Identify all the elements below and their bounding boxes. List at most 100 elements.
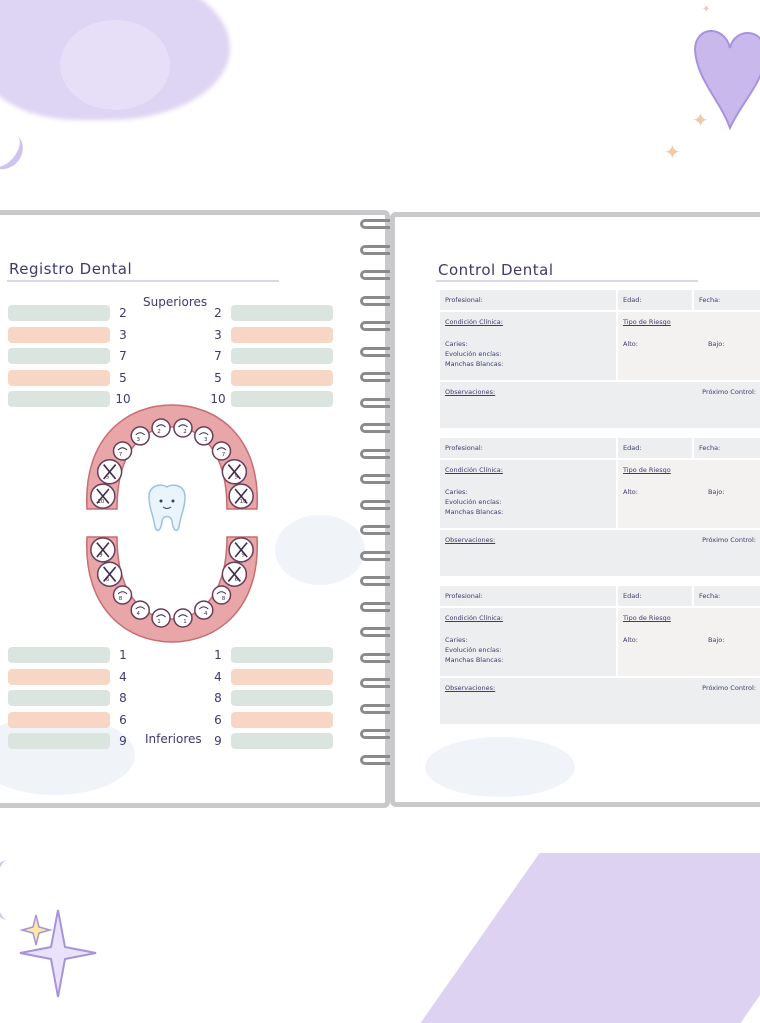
record-bar[interactable] bbox=[8, 348, 110, 364]
tooth[interactable]: 9 bbox=[228, 537, 254, 563]
tooth-label: 4 bbox=[136, 611, 140, 617]
observaciones-field[interactable]: Observaciones: Próximo Control: bbox=[440, 530, 760, 576]
record-bar[interactable] bbox=[231, 690, 333, 706]
record-bar[interactable] bbox=[231, 348, 333, 364]
left-page: Registro Dental Superiores Inferiores 2 3… bbox=[0, 210, 390, 808]
fecha-field[interactable]: Fecha: bbox=[694, 586, 760, 606]
tooth[interactable]: 1 bbox=[173, 608, 193, 628]
tooth-number: 5 bbox=[119, 370, 127, 385]
tooth-record-row: 7 bbox=[8, 348, 136, 364]
record-bar[interactable] bbox=[8, 305, 110, 321]
profesional-field[interactable]: Profesional: bbox=[440, 438, 616, 458]
caries-label: Caries: bbox=[445, 488, 468, 496]
tooth-label: 1 bbox=[157, 619, 161, 625]
alto-label: Alto: bbox=[623, 488, 638, 496]
tooth[interactable]: 4 bbox=[194, 600, 214, 620]
observaciones-label: Observaciones: bbox=[445, 388, 496, 396]
tooth[interactable]: 10 bbox=[90, 483, 116, 509]
fecha-label: Fecha: bbox=[699, 592, 721, 600]
manchas-label: Manchas Blancas: bbox=[445, 508, 504, 516]
record-bar[interactable] bbox=[8, 647, 110, 663]
tooth[interactable]: 3 bbox=[194, 426, 214, 446]
record-bar[interactable] bbox=[231, 647, 333, 663]
sparkle-icon: ✦ bbox=[692, 108, 709, 132]
record-bar[interactable] bbox=[8, 391, 110, 407]
record-bar[interactable] bbox=[8, 690, 110, 706]
tooth[interactable]: 10 bbox=[228, 483, 254, 509]
observaciones-field[interactable]: Observaciones: Próximo Control: bbox=[440, 678, 760, 724]
tooth-number: 4 bbox=[119, 669, 127, 684]
tooth-number: 8 bbox=[119, 691, 127, 705]
tooth[interactable]: 9 bbox=[90, 537, 116, 563]
condicion-field[interactable]: Condición Clínica: Caries: Evolución encía… bbox=[440, 312, 616, 380]
observaciones-field[interactable]: Observaciones: Próximo Control: bbox=[440, 382, 760, 428]
riesgo-field[interactable]: Tipo de Riesgo Alto: Bajo: bbox=[618, 460, 760, 528]
x-mark bbox=[227, 566, 241, 582]
tooth-number: 2 bbox=[214, 306, 222, 320]
bajo-label: Bajo: bbox=[707, 636, 725, 644]
fecha-field[interactable]: Fecha: bbox=[694, 290, 760, 310]
tooth-label: 7 bbox=[119, 452, 123, 458]
x-mark bbox=[96, 488, 110, 504]
observaciones-label: Observaciones: bbox=[445, 684, 496, 692]
tooth[interactable]: 5 bbox=[96, 459, 123, 485]
tooth-number: 5 bbox=[214, 370, 222, 385]
tooth[interactable]: 7 bbox=[211, 441, 232, 461]
tooth[interactable]: 5 bbox=[221, 459, 248, 485]
record-bar[interactable] bbox=[8, 668, 110, 685]
record-bar[interactable] bbox=[231, 326, 333, 343]
tooth-mascot bbox=[148, 484, 186, 532]
alto-label: Alto: bbox=[623, 340, 638, 348]
record-bar[interactable] bbox=[231, 711, 333, 728]
record-bar[interactable] bbox=[231, 733, 333, 749]
tooth[interactable]: 6 bbox=[96, 561, 123, 587]
x-mark bbox=[103, 566, 117, 582]
tooth[interactable]: 2 bbox=[173, 418, 193, 438]
tooth[interactable]: 3 bbox=[130, 426, 150, 446]
record-bar[interactable] bbox=[231, 391, 333, 407]
condicion-field[interactable]: Condición Clínica: Caries: Evolución encía… bbox=[440, 608, 616, 676]
tooth[interactable]: 8 bbox=[112, 585, 133, 605]
tipo-riesgo-label: Tipo de Riesgo bbox=[623, 318, 671, 326]
tooth-record-row: 3 bbox=[8, 326, 136, 343]
right-page: Control Dental Profesional: Edad: Fecha: Co… bbox=[390, 212, 760, 807]
tooth[interactable]: 1 bbox=[151, 608, 171, 628]
tooth-number: 3 bbox=[214, 327, 222, 342]
riesgo-field[interactable]: Tipo de Riesgo Alto: Bajo: bbox=[618, 312, 760, 380]
tooth[interactable]: 7 bbox=[112, 441, 133, 461]
tooth[interactable]: 4 bbox=[130, 600, 150, 620]
tooth[interactable]: 6 bbox=[221, 561, 248, 587]
tooth-label: 6 bbox=[235, 577, 239, 583]
record-bar[interactable] bbox=[8, 711, 110, 728]
riesgo-field[interactable]: Tipo de Riesgo Alto: Bajo: bbox=[618, 608, 760, 676]
record-bar[interactable] bbox=[8, 326, 110, 343]
proximo-control-label: Próximo Control: bbox=[702, 536, 756, 544]
edad-field[interactable]: Edad: bbox=[618, 586, 692, 606]
page-title: Control Dental bbox=[438, 261, 554, 279]
tooth-label: 1 bbox=[183, 619, 187, 625]
superiores-label: Superiores bbox=[143, 295, 208, 309]
condicion-field[interactable]: Condición Clínica: Caries: Evolución encía… bbox=[440, 460, 616, 528]
tooth-number: 9 bbox=[119, 734, 127, 748]
tooth-label: 3 bbox=[136, 437, 140, 443]
record-bar[interactable] bbox=[231, 668, 333, 685]
record-bar[interactable] bbox=[8, 733, 110, 749]
tooth[interactable]: 8 bbox=[211, 585, 232, 605]
profesional-field[interactable]: Profesional: bbox=[440, 586, 616, 606]
record-bar[interactable] bbox=[231, 369, 333, 386]
page-title: Registro Dental bbox=[9, 260, 133, 278]
sparkle-icon bbox=[19, 909, 97, 998]
record-bar[interactable] bbox=[231, 305, 333, 321]
tooth[interactable]: 2 bbox=[151, 418, 171, 438]
evolucion-label: Evolución encías: bbox=[445, 350, 502, 358]
fecha-field[interactable]: Fecha: bbox=[694, 438, 760, 458]
tooth-label: 7 bbox=[222, 452, 226, 458]
tooth-label: 5 bbox=[235, 474, 239, 480]
fecha-label: Fecha: bbox=[699, 296, 721, 304]
edad-field[interactable]: Edad: bbox=[618, 290, 692, 310]
tooth-record-row: 2 bbox=[8, 305, 136, 321]
profesional-field[interactable]: Profesional: bbox=[440, 290, 616, 310]
edad-field[interactable]: Edad: bbox=[618, 438, 692, 458]
caries-label: Caries: bbox=[445, 340, 468, 348]
record-bar[interactable] bbox=[8, 369, 110, 386]
